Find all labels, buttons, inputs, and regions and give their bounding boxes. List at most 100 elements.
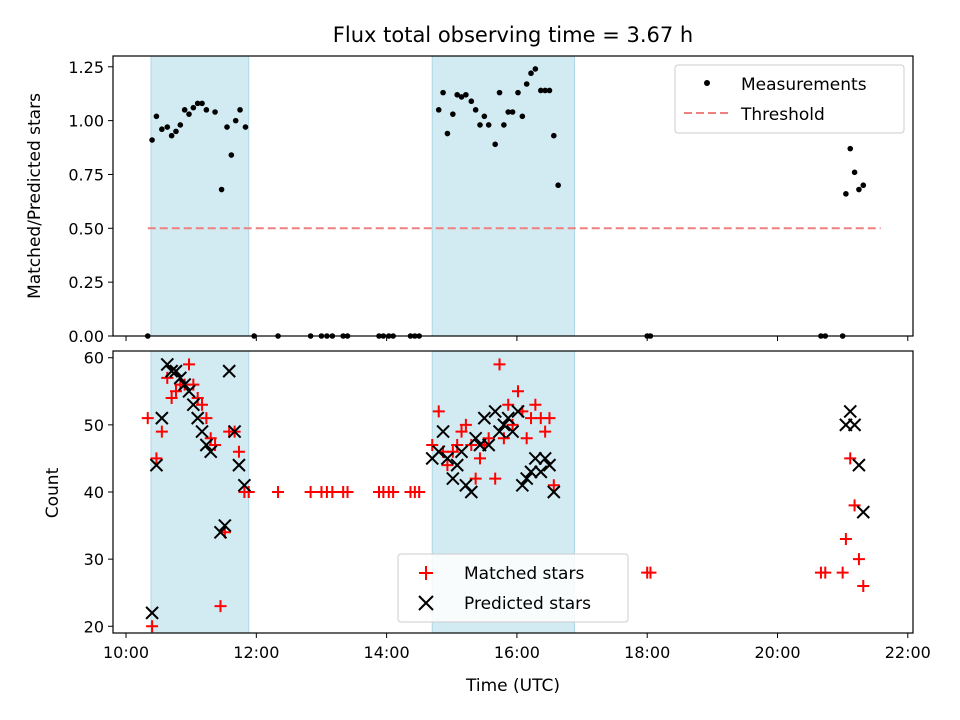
- measurement-point: [194, 100, 201, 107]
- measurement-point: [492, 141, 498, 148]
- predicted-star-point: [468, 431, 483, 445]
- matched-star-point: [446, 445, 459, 458]
- legend-measurements-marker: [704, 80, 710, 86]
- measurement-point: [435, 107, 442, 113]
- top-shaded-intervals: [150, 55, 575, 337]
- predicted-star-point: [199, 438, 214, 452]
- measurement-point: [463, 91, 469, 98]
- matched-star-point: [469, 472, 482, 485]
- measurement-point: [224, 124, 230, 130]
- matched-star-point: [341, 486, 354, 498]
- measurement-point: [481, 113, 488, 120]
- measurement-point: [501, 122, 507, 128]
- measurement-point: [440, 89, 446, 96]
- predicted-star-point: [454, 445, 469, 459]
- bottom-y-tick-label: 30: [84, 550, 104, 569]
- measurement-point: [860, 182, 867, 189]
- bottom-legend-box: [397, 553, 629, 623]
- measurement-point: [242, 124, 249, 130]
- count-panel: 20 30 40 50 60 10:00 12:00 14:00 16:00 18:00 20:0…: [43, 349, 931, 696]
- predicted-star-point: [160, 357, 174, 372]
- measurement-point: [181, 107, 188, 113]
- measurement-point: [190, 104, 197, 111]
- predicted-star-point: [195, 424, 209, 439]
- measurement-points: [144, 66, 867, 339]
- predicted-star-point: [436, 424, 450, 439]
- predicted-star-point: [847, 418, 862, 432]
- predicted-star-point: [856, 505, 870, 519]
- bottom-x-tick-label: 14:00: [364, 643, 410, 662]
- predicted-star-point: [213, 525, 228, 539]
- predicted-star-point: [547, 485, 561, 499]
- matched-star-point: [326, 486, 339, 498]
- matched-star-point: [465, 439, 478, 451]
- top-legend-box: [674, 64, 905, 134]
- predicted-star-point: [488, 404, 502, 419]
- bottom-y-tick-label: 40: [84, 483, 104, 502]
- shaded-interval: [150, 350, 250, 634]
- legend-matched-marker: [419, 566, 433, 580]
- bottom-y-tick-label: 20: [84, 617, 104, 636]
- matched-star-point: [242, 486, 255, 498]
- measurement-point: [228, 152, 235, 158]
- top-y-tick-label: 0.00: [68, 327, 104, 346]
- matched-star-point: [200, 412, 213, 425]
- bottom-x-tick-label: 20:00: [754, 643, 800, 662]
- measurement-point: [212, 109, 218, 115]
- measurement-point: [458, 94, 465, 100]
- predicted-star-point: [169, 364, 183, 378]
- matched-star-point: [857, 580, 870, 592]
- predicted-star-point: [492, 424, 507, 439]
- shaded-interval: [431, 55, 575, 337]
- bottom-x-tick-label: 10:00: [103, 643, 149, 662]
- predicted-star-point: [528, 451, 543, 466]
- predicted-star-point: [852, 458, 866, 472]
- predicted-star-point: [511, 404, 525, 419]
- predicted-star-point: [446, 471, 460, 486]
- measurement-point: [468, 98, 475, 105]
- bottom-x-tick-label: 18:00: [624, 643, 670, 662]
- matched-star-point: [473, 452, 486, 465]
- top-y-tick-label: 0.75: [68, 165, 104, 184]
- legend-predicted-label: Predicted stars: [464, 594, 591, 614]
- predicted-star-point: [190, 411, 205, 425]
- matched-star-point: [539, 425, 552, 438]
- matched-star-point: [183, 358, 196, 371]
- predicted-star-point: [149, 458, 164, 472]
- bottom-x-tick-label: 16:00: [494, 643, 540, 662]
- matched-star-point: [191, 392, 204, 404]
- matched-star-point: [441, 459, 454, 472]
- predicted-star-point: [164, 364, 179, 378]
- chart-title: Flux total observing time = 3.67 h: [333, 23, 693, 47]
- matched-star-point: [169, 385, 182, 398]
- measurement-point: [551, 132, 557, 139]
- measurement-point: [444, 130, 451, 137]
- measurement-point: [532, 66, 539, 72]
- matched-star-point: [459, 418, 472, 431]
- matched-star-point: [165, 392, 178, 404]
- matched-star-point: [644, 566, 657, 579]
- predicted-star-point: [538, 451, 552, 466]
- matched-star-point: [196, 398, 209, 411]
- measurement-point: [546, 87, 553, 94]
- matched-star-point: [844, 452, 857, 465]
- predicted-star-point: [186, 398, 201, 412]
- measurement-point: [153, 113, 160, 120]
- predicted-stars-points: [145, 357, 870, 620]
- matched-star-point: [432, 405, 445, 418]
- predicted-star-point: [481, 438, 496, 452]
- matched-star-point: [529, 398, 542, 411]
- measurement-point: [149, 137, 155, 143]
- measurement-point: [168, 132, 175, 139]
- measurement-point: [477, 122, 483, 128]
- measurement-point: [843, 191, 849, 197]
- predicted-star-point: [440, 451, 455, 466]
- bottom-x-ticks: 10:00 12:00 14:00 16:00 18:00 20:00 22:00: [103, 633, 931, 662]
- measurement-point: [542, 87, 548, 94]
- matched-star-point: [482, 432, 495, 445]
- matched-star-point: [848, 499, 861, 512]
- predicted-star-point: [464, 485, 479, 499]
- matched-star-point: [141, 412, 154, 425]
- measurement-point: [515, 89, 521, 96]
- top-y-tick-label: 0.25: [68, 273, 104, 292]
